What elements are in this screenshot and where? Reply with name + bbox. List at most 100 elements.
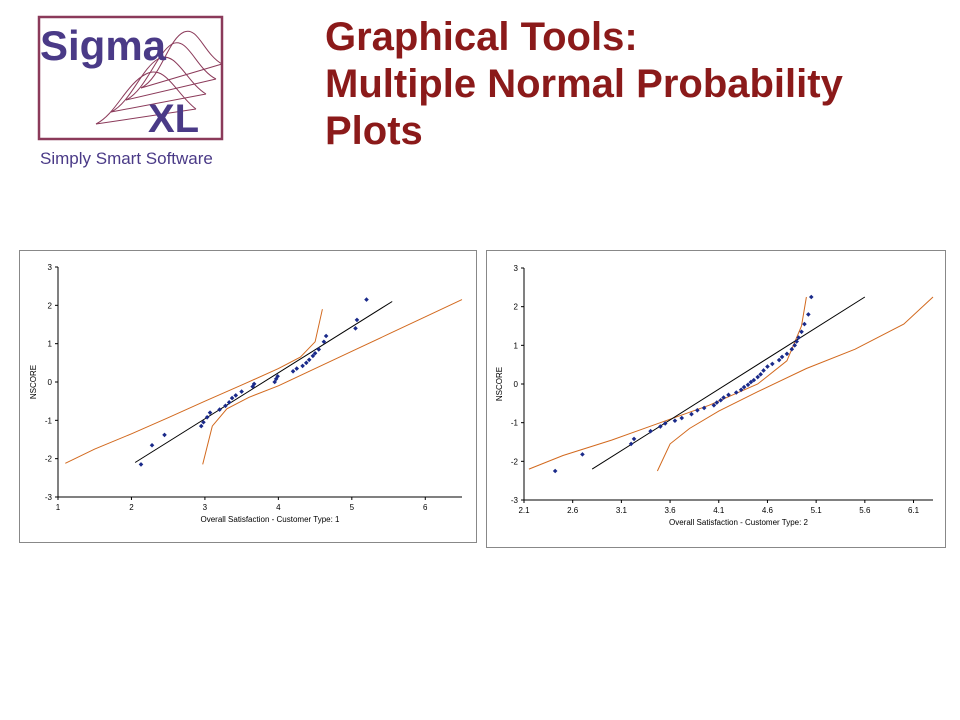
chart-2-data-point (794, 339, 799, 344)
chart-2-data-point (648, 428, 653, 434)
chart-1-data-point (306, 357, 312, 363)
chart-1-y-tick-label: 3 (48, 263, 53, 272)
chart-2-fit-line (591, 296, 866, 470)
title-line-3: Plots (325, 109, 423, 153)
chart-1-data-point (312, 350, 318, 356)
chart-1-x-tick-label: 5 (350, 503, 355, 512)
chart-1-data-point (300, 363, 305, 369)
chart-2-x-tick-label: 4.6 (762, 506, 774, 515)
chart-2-data-point (672, 418, 678, 424)
chart-1-data-point (251, 381, 257, 387)
chart-2-x-tick-label: 6.1 (908, 506, 920, 515)
chart-1-data-point (162, 432, 167, 438)
chart-2-data-point (789, 346, 795, 352)
chart-2-data-point (658, 424, 663, 429)
chart-2-data-point (695, 407, 700, 413)
chart-1-data-point (198, 423, 204, 429)
chart-2-x-tick-label: 3.6 (665, 506, 677, 515)
page-title: Graphical Tools: Multiple Normal Probabi… (325, 14, 843, 155)
chart-1-data-point (353, 326, 358, 331)
chart-1-data-point (294, 366, 300, 371)
chart-2-data-point (745, 382, 751, 388)
logo-wordmark-sigma: Sigma (40, 22, 167, 69)
chart-2-data-point (679, 415, 685, 421)
chart-1-data-point (239, 389, 244, 394)
chart-1-data-point (250, 384, 255, 389)
normal-probability-plot-type-2: -3 -2 -1 0 1 2 3 2.1 2.6 3.1 3.6 4.1 4.6 5.1 5.6 6.1 Ove… (486, 250, 946, 548)
chart-1-y-tick-label: -3 (45, 493, 53, 502)
chart-2-data-point (552, 468, 558, 474)
chart-1-y-axis-label: NSCORE (29, 365, 38, 399)
chart-2-ci-lower-band (656, 296, 934, 472)
chart-2-data-point (748, 379, 754, 385)
chart-2-y-tick-label: -2 (511, 457, 519, 466)
chart-1-data-point (223, 403, 228, 409)
chart-1-x-tick-label: 4 (276, 503, 281, 512)
chart-1-y-tick-label: -1 (45, 416, 53, 425)
chart-1-data-point (316, 347, 322, 352)
chart-2-data-point (770, 361, 775, 367)
chart-2-y-tick-label: -3 (511, 496, 519, 505)
chart-2-data-point (784, 351, 790, 357)
chart-1-y-tick-label: 0 (48, 378, 53, 387)
chart-2-data-point (761, 368, 766, 373)
title-line-1: Graphical Tools: (325, 15, 638, 59)
chart-1-fit-line (134, 301, 393, 463)
chart-1-ci-upper-band (65, 309, 323, 464)
chart-1-y-tick-label: -2 (45, 455, 53, 464)
chart-2-ci-upper-band (528, 296, 807, 470)
sigmaxl-logo: Sigma XL Simply Smart Software (36, 14, 231, 174)
chart-1-svg: -3 -2 -1 0 1 2 3 1 2 3 4 5 6 Overall Satisfaction - C… (29, 263, 463, 524)
chart-2-data-point (751, 377, 757, 383)
chart-1-data-point (229, 395, 235, 401)
chart-2-data-point (802, 321, 807, 327)
normal-probability-plot-type-1: -3 -2 -1 0 1 2 3 1 2 3 4 5 6 Overall Satisfaction - C… (19, 250, 477, 543)
chart-2-data-point (806, 312, 811, 317)
chart-2-data-point (631, 436, 637, 442)
chart-1-x-axis-label: Overall Satisfaction - Customer Type: 1 (200, 515, 340, 524)
chart-2-data-point (701, 405, 707, 411)
chart-1-data-point (217, 407, 222, 412)
chart-2-x-tick-label: 2.6 (567, 506, 579, 515)
chart-1-data-point (323, 333, 329, 339)
chart-1-data-point (201, 419, 206, 425)
logo-tagline: Simply Smart Software (40, 149, 213, 168)
chart-1-data-point (204, 414, 210, 420)
chart-1-x-tick-label: 6 (423, 503, 428, 512)
chart-1-data-point (226, 400, 232, 405)
chart-2-x-tick-label: 5.6 (859, 506, 871, 515)
chart-1-data-point (290, 368, 296, 374)
chart-2-data-point (808, 294, 814, 300)
chart-2-y-tick-label: 3 (514, 264, 519, 273)
chart-2-svg: -3 -2 -1 0 1 2 3 2.1 2.6 3.1 3.6 4.1 4.6 5.1 5.6 6.1 Ove… (495, 264, 934, 527)
chart-2-x-axis-label: Overall Satisfaction - Customer Type: 2 (669, 518, 809, 527)
chart-1-data-point (149, 442, 155, 448)
chart-2-data-point (711, 402, 717, 408)
chart-2-y-tick-label: 2 (514, 303, 519, 312)
chart-2-x-tick-label: 5.1 (811, 506, 823, 515)
chart-1-data-point (138, 462, 144, 467)
title-line-2: Multiple Normal Probability (325, 62, 843, 106)
chart-2-data-point (721, 395, 726, 400)
chart-2-data-point (792, 343, 798, 348)
chart-2-data-point (796, 335, 801, 340)
chart-1-x-tick-label: 3 (203, 503, 208, 512)
chart-2-data-point (758, 372, 763, 377)
chart-2-data-point (779, 354, 785, 360)
chart-1-data-point (233, 393, 239, 398)
chart-2-data-point (765, 364, 770, 369)
chart-2-x-tick-label: 2.1 (518, 506, 530, 515)
chart-2-x-tick-label: 3.1 (616, 506, 628, 515)
chart-2-data-point (738, 387, 744, 393)
chart-1-x-tick-label: 2 (129, 503, 134, 512)
chart-2-x-tick-label: 4.1 (713, 506, 725, 515)
chart-2-y-tick-label: 0 (514, 380, 519, 389)
chart-2-data-point (580, 452, 585, 457)
chart-1-data-point (354, 317, 360, 323)
chart-2-data-point (628, 441, 634, 447)
logo-wordmark-xl: XL (148, 97, 199, 141)
chart-2-data-point (755, 374, 761, 380)
chart-2-data-point (733, 390, 739, 395)
chart-2-data-point (662, 421, 668, 426)
chart-2-data-point (714, 400, 720, 405)
